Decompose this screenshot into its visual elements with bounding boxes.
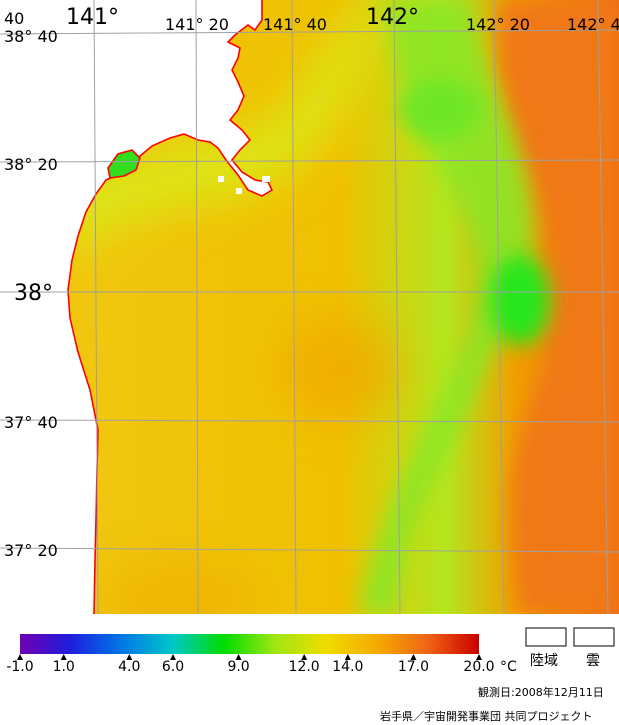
legend-ticks: -1.0 1.0 4.0 6.0 9.0 12.0 14.0 17.0 20.0 xyxy=(6,654,495,675)
land-swatch xyxy=(525,627,567,647)
legend-tick-label: 17.0 xyxy=(398,659,429,675)
island-marker xyxy=(218,176,224,182)
lat-label: 37° 40 xyxy=(4,413,58,432)
parallel-line xyxy=(0,159,619,163)
legend-unit: °C xyxy=(500,659,517,675)
observation-date: 観測日:2008年12月11日 xyxy=(478,685,604,699)
lat-label: 37° 20 xyxy=(4,541,58,560)
legend-tick-mark xyxy=(476,654,482,660)
lon-label: 142° 4 xyxy=(567,15,619,34)
southwest-warm-region xyxy=(100,560,260,614)
lat-label: 38° 40 xyxy=(4,27,58,46)
legend-tick-mark xyxy=(17,654,23,660)
legend-tick-mark xyxy=(344,654,351,660)
lat-label: 38° xyxy=(14,281,53,306)
legend-tick-label: 1.0 xyxy=(53,659,75,675)
legend-tick-mark xyxy=(170,654,176,660)
legend-tick-label: -1.0 xyxy=(6,659,33,675)
cloud-swatch xyxy=(573,627,615,647)
lon-label: 40 xyxy=(4,9,24,28)
meridian-line xyxy=(597,0,609,615)
legend-tick-label: 14.0 xyxy=(332,659,363,675)
island-marker xyxy=(236,188,242,194)
color-legend: -1.0 1.0 4.0 6.0 9.0 12.0 14.0 17.0 20.0 °C 陸域 雲 xyxy=(6,627,615,675)
cool-front-region xyxy=(360,0,534,614)
legend-tick-mark xyxy=(410,654,417,660)
warm-current-region xyxy=(498,0,619,614)
lat-label: 38° 20 xyxy=(4,155,58,174)
coastline xyxy=(67,0,274,615)
legend-tick-label: 6.0 xyxy=(162,659,184,675)
cool-eddy-region xyxy=(490,255,550,345)
cool-north-region xyxy=(400,80,480,140)
meridian-line xyxy=(93,0,99,615)
legend-tick-label: 20.0 xyxy=(463,659,494,675)
meridian-line xyxy=(393,0,401,615)
credit-line: 岩手県／宇宙開発事業団 共同プロジェクト xyxy=(380,709,593,723)
lon-label: 141° 20 xyxy=(165,15,229,34)
lon-label: 142° xyxy=(366,5,419,30)
legend-tick-label: 9.0 xyxy=(227,659,249,675)
bay-coastline xyxy=(107,149,141,179)
lon-label: 141° 40 xyxy=(263,15,327,34)
land-label: 陸域 xyxy=(530,653,558,669)
legend-colorbar xyxy=(20,634,479,654)
parallel-line xyxy=(0,547,619,553)
parallel-line xyxy=(0,419,619,423)
land-area xyxy=(0,0,272,614)
meridian-line xyxy=(195,0,199,615)
legend-tick-mark xyxy=(235,654,242,660)
sst-field xyxy=(0,0,619,614)
meridian-line xyxy=(493,0,505,615)
meridian-line xyxy=(291,0,297,615)
graticule xyxy=(0,0,619,615)
parallel-line xyxy=(0,29,619,35)
island-marker xyxy=(262,176,270,182)
inner-warm-region xyxy=(280,320,400,420)
lon-label: 142° 20 xyxy=(466,15,530,34)
legend-tick-mark xyxy=(60,654,67,660)
cloud-label: 雲 xyxy=(586,653,600,669)
legend-tick-mark xyxy=(301,654,308,660)
legend-tick-label: 4.0 xyxy=(118,659,140,675)
legend-tick-label: 12.0 xyxy=(289,659,320,675)
coastal-mild-region xyxy=(60,0,380,260)
legend-tick-mark xyxy=(126,654,133,660)
lon-label: 141° xyxy=(66,5,119,30)
